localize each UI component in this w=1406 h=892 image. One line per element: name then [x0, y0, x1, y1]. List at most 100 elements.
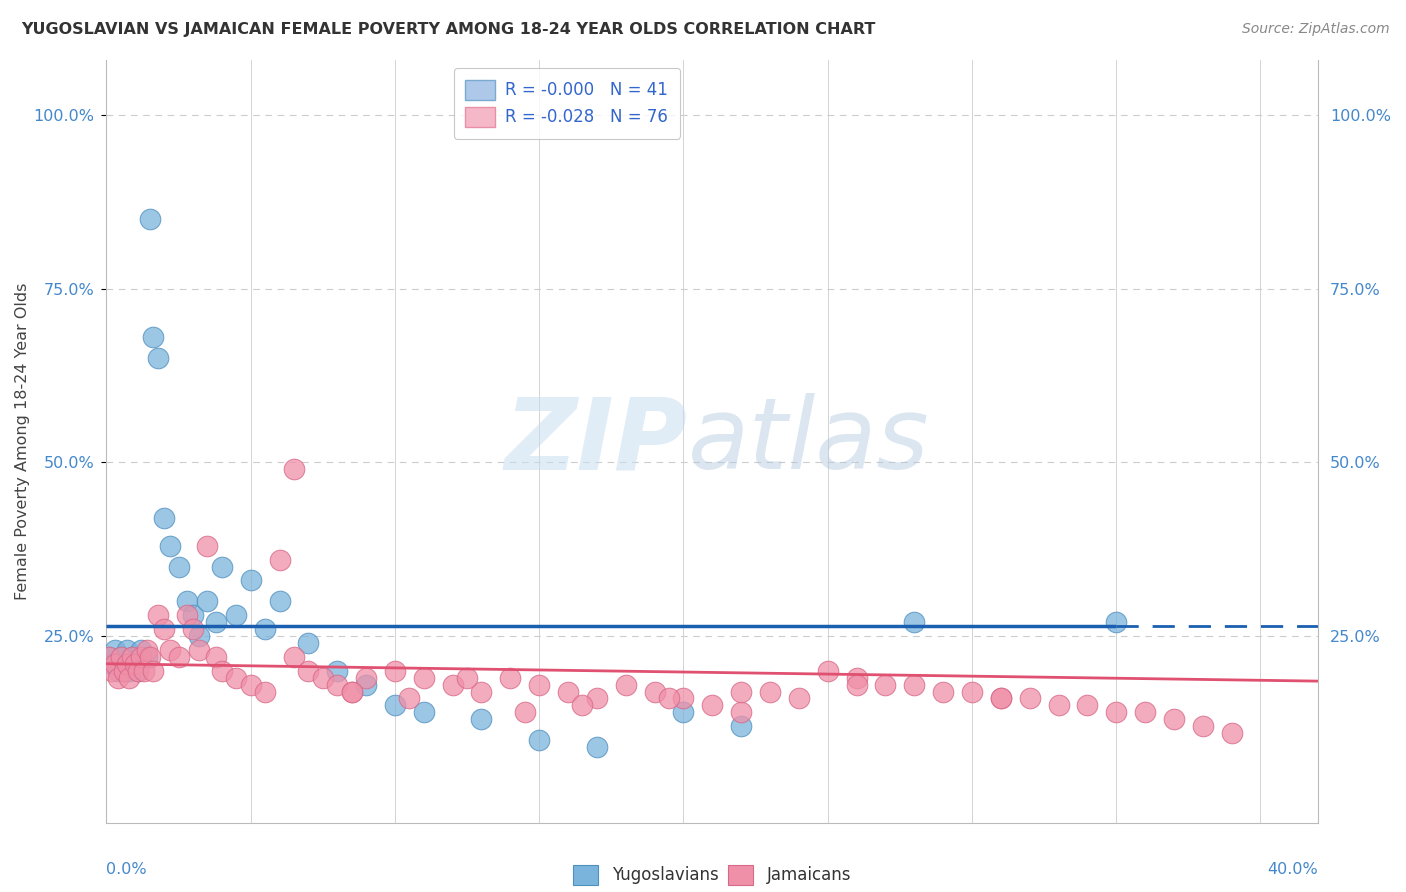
Point	[1018, 691, 1040, 706]
Point	[456, 671, 478, 685]
Point	[312, 671, 335, 685]
Point	[340, 684, 363, 698]
Point	[932, 684, 955, 698]
Point	[129, 643, 152, 657]
Point	[960, 684, 983, 698]
Point	[297, 664, 319, 678]
Point	[412, 706, 434, 720]
Point	[135, 643, 157, 657]
Point	[176, 608, 198, 623]
Point	[110, 649, 132, 664]
Point	[118, 664, 141, 678]
Text: atlas: atlas	[688, 393, 929, 490]
Point	[132, 664, 155, 678]
Text: Source: ZipAtlas.com: Source: ZipAtlas.com	[1241, 22, 1389, 37]
Point	[225, 671, 247, 685]
Point	[586, 740, 609, 755]
Point	[205, 649, 228, 664]
Point	[153, 622, 176, 636]
Point	[211, 559, 233, 574]
Point	[1191, 719, 1213, 733]
Point	[470, 684, 492, 698]
Point	[527, 733, 550, 747]
Point	[1133, 706, 1156, 720]
Point	[672, 691, 695, 706]
Point	[115, 643, 138, 657]
Point	[187, 629, 209, 643]
Point	[326, 664, 349, 678]
Point	[135, 649, 157, 664]
Point	[98, 649, 121, 664]
Text: 0.0%: 0.0%	[107, 863, 148, 877]
Point	[759, 684, 782, 698]
Point	[283, 462, 305, 476]
Point	[875, 677, 897, 691]
Point	[181, 608, 204, 623]
Point	[129, 649, 152, 664]
Point	[527, 677, 550, 691]
Point	[239, 574, 262, 588]
Point	[644, 684, 666, 698]
Point	[571, 698, 593, 713]
Point	[903, 615, 925, 629]
Point	[817, 664, 839, 678]
Point	[1105, 706, 1128, 720]
Point	[124, 657, 146, 671]
Legend: Yugoslavians, Jamaicans: Yugoslavians, Jamaicans	[567, 858, 858, 891]
Point	[658, 691, 681, 706]
Point	[586, 691, 609, 706]
Point	[398, 691, 420, 706]
Point	[167, 649, 190, 664]
Point	[148, 351, 170, 366]
Point	[1220, 726, 1243, 740]
Point	[499, 671, 522, 685]
Point	[138, 649, 160, 664]
Point	[181, 622, 204, 636]
Point	[167, 559, 190, 574]
Point	[148, 608, 170, 623]
Point	[730, 719, 752, 733]
Point	[787, 691, 810, 706]
Point	[239, 677, 262, 691]
Point	[470, 712, 492, 726]
Point	[614, 677, 637, 691]
Point	[101, 657, 124, 671]
Point	[225, 608, 247, 623]
Point	[101, 664, 124, 678]
Point	[730, 706, 752, 720]
Point	[127, 664, 149, 678]
Point	[269, 552, 291, 566]
Point	[211, 664, 233, 678]
Point	[121, 649, 143, 664]
Point	[557, 684, 579, 698]
Point	[107, 671, 129, 685]
Point	[197, 539, 219, 553]
Point	[205, 615, 228, 629]
Point	[269, 594, 291, 608]
Point	[1105, 615, 1128, 629]
Point	[118, 671, 141, 685]
Point	[153, 511, 176, 525]
Point	[159, 539, 181, 553]
Point	[115, 657, 138, 671]
Point	[354, 677, 377, 691]
Point	[412, 671, 434, 685]
Point	[845, 671, 868, 685]
Point	[159, 643, 181, 657]
Point	[513, 706, 536, 720]
Point	[990, 691, 1012, 706]
Point	[354, 671, 377, 685]
Point	[176, 594, 198, 608]
Point	[254, 622, 277, 636]
Point	[845, 677, 868, 691]
Point	[104, 643, 127, 657]
Point	[254, 684, 277, 698]
Point	[990, 691, 1012, 706]
Point	[384, 664, 406, 678]
Point	[121, 649, 143, 664]
Point	[1163, 712, 1185, 726]
Point	[98, 649, 121, 664]
Point	[127, 664, 149, 678]
Point	[672, 706, 695, 720]
Y-axis label: Female Poverty Among 18-24 Year Olds: Female Poverty Among 18-24 Year Olds	[15, 283, 30, 600]
